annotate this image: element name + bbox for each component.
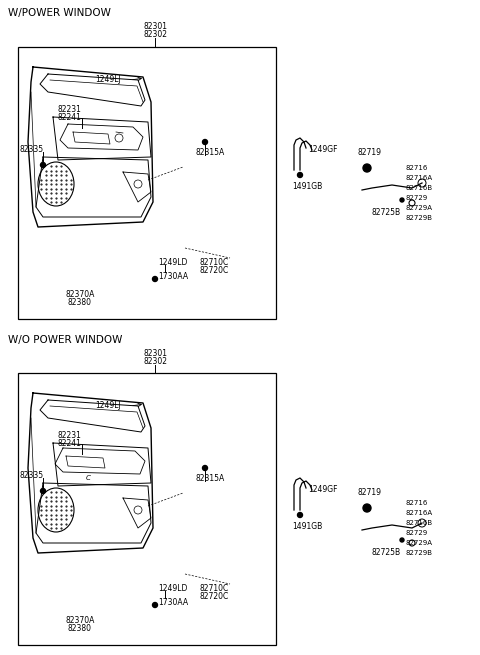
Bar	[18, 373, 276, 645]
Circle shape	[363, 504, 371, 512]
Text: 82231: 82231	[58, 105, 82, 114]
Text: 1730AA: 1730AA	[158, 272, 188, 281]
Text: C: C	[85, 475, 90, 481]
Text: 1249LD: 1249LD	[158, 584, 187, 593]
Text: 82370A: 82370A	[65, 290, 95, 299]
Text: 82380: 82380	[68, 298, 92, 307]
Text: 82716B: 82716B	[405, 520, 432, 526]
Text: 82720C: 82720C	[200, 266, 229, 275]
Text: W/O POWER WINDOW: W/O POWER WINDOW	[8, 335, 122, 345]
Text: 82729: 82729	[405, 530, 427, 536]
Text: 82315A: 82315A	[195, 148, 224, 157]
Text: 82729B: 82729B	[405, 215, 432, 221]
Text: 82729B: 82729B	[405, 550, 432, 556]
Text: 82315A: 82315A	[195, 474, 224, 483]
Bar	[18, 47, 276, 319]
Text: 1249LD: 1249LD	[158, 258, 187, 267]
Text: 82725B: 82725B	[372, 548, 401, 557]
Text: 82725B: 82725B	[372, 208, 401, 217]
Text: 82716: 82716	[405, 500, 427, 506]
Text: 82301: 82301	[143, 22, 167, 31]
Circle shape	[203, 140, 207, 145]
Circle shape	[400, 198, 404, 202]
Text: 1730AA: 1730AA	[158, 598, 188, 607]
Text: 82302: 82302	[143, 30, 167, 39]
Text: 82335: 82335	[20, 145, 44, 154]
Circle shape	[298, 172, 302, 178]
Text: 82370A: 82370A	[65, 616, 95, 625]
Text: 82302: 82302	[143, 357, 167, 366]
Circle shape	[40, 489, 46, 493]
Text: 1249LJ: 1249LJ	[95, 75, 121, 84]
Circle shape	[153, 603, 157, 607]
Text: 82719: 82719	[357, 148, 381, 157]
Text: 82716A: 82716A	[405, 175, 432, 181]
Text: 82710C: 82710C	[200, 258, 229, 267]
Text: 82241: 82241	[58, 113, 82, 122]
Text: 82380: 82380	[68, 624, 92, 633]
Circle shape	[153, 276, 157, 282]
Text: 82335: 82335	[20, 471, 44, 480]
Text: 82301: 82301	[143, 349, 167, 358]
Text: 82719: 82719	[357, 488, 381, 497]
Text: 1249LJ: 1249LJ	[95, 401, 121, 410]
Circle shape	[203, 466, 207, 470]
Text: 1491GB: 1491GB	[292, 522, 322, 531]
Text: 82716A: 82716A	[405, 510, 432, 516]
Text: 82720C: 82720C	[200, 592, 229, 601]
Text: 82729: 82729	[405, 195, 427, 201]
Text: 82716B: 82716B	[405, 185, 432, 191]
Text: 1491GB: 1491GB	[292, 182, 322, 191]
Circle shape	[363, 164, 371, 172]
Text: 82729A: 82729A	[405, 540, 432, 546]
Circle shape	[400, 538, 404, 542]
Text: W/POWER WINDOW: W/POWER WINDOW	[8, 8, 111, 18]
Text: 82231: 82231	[58, 431, 82, 440]
Text: 82729A: 82729A	[405, 205, 432, 211]
Circle shape	[298, 512, 302, 517]
Text: 82716: 82716	[405, 165, 427, 171]
Text: 1249GF: 1249GF	[308, 145, 337, 154]
Text: 1249GF: 1249GF	[308, 485, 337, 494]
Text: 82710C: 82710C	[200, 584, 229, 593]
Text: 82241: 82241	[58, 439, 82, 448]
Circle shape	[40, 162, 46, 168]
